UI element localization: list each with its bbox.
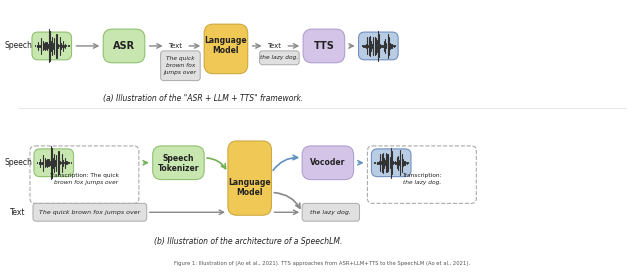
FancyBboxPatch shape	[303, 29, 345, 63]
Text: Language: Language	[228, 178, 271, 187]
Text: brown fox: brown fox	[166, 63, 195, 68]
Text: Language: Language	[205, 36, 247, 46]
Text: Model: Model	[236, 188, 263, 197]
FancyBboxPatch shape	[302, 203, 360, 221]
Text: The quick brown fox jumps over: The quick brown fox jumps over	[39, 210, 141, 215]
Text: jumps over: jumps over	[164, 70, 197, 75]
Text: Transcription:: Transcription:	[402, 173, 442, 178]
Text: Speech: Speech	[4, 158, 32, 167]
Text: Text: Text	[10, 208, 26, 217]
Text: (b) Illustration of the architecture of a SpeechLM.: (b) Illustration of the architecture of …	[154, 237, 342, 247]
Text: Text: Text	[268, 43, 282, 49]
FancyBboxPatch shape	[204, 24, 248, 74]
Text: TTS: TTS	[314, 41, 334, 51]
Text: Tokenizer: Tokenizer	[157, 164, 199, 173]
Text: Vocoder: Vocoder	[310, 158, 346, 167]
FancyBboxPatch shape	[228, 141, 271, 215]
Text: Text: Text	[168, 43, 182, 49]
Text: Transcription: The quick: Transcription: The quick	[49, 173, 119, 178]
Text: the lazy dog.: the lazy dog.	[260, 55, 298, 60]
Text: Speech: Speech	[4, 41, 32, 50]
Text: Model: Model	[212, 46, 239, 55]
Text: brown fox jumps over: brown fox jumps over	[54, 180, 118, 185]
FancyBboxPatch shape	[32, 32, 72, 60]
Text: ASR: ASR	[113, 41, 135, 51]
FancyBboxPatch shape	[33, 203, 147, 221]
FancyBboxPatch shape	[103, 29, 145, 63]
FancyBboxPatch shape	[260, 51, 299, 65]
Text: the lazy dog.: the lazy dog.	[310, 210, 351, 215]
FancyBboxPatch shape	[161, 51, 200, 81]
Text: Speech: Speech	[163, 154, 194, 163]
Text: Figure 1: Illustration of (Ao et al., 2021). TTS approaches from ASR+LLM+TTS to : Figure 1: Illustration of (Ao et al., 20…	[174, 261, 470, 266]
FancyBboxPatch shape	[371, 149, 411, 177]
Text: the lazy dog.: the lazy dog.	[403, 180, 441, 185]
Text: The quick: The quick	[166, 56, 195, 61]
FancyBboxPatch shape	[302, 146, 353, 180]
Text: (a) Illustration of the "ASR + LLM + TTS" framework.: (a) Illustration of the "ASR + LLM + TTS…	[103, 94, 303, 103]
FancyBboxPatch shape	[358, 32, 398, 60]
FancyBboxPatch shape	[34, 149, 74, 177]
FancyBboxPatch shape	[153, 146, 204, 180]
